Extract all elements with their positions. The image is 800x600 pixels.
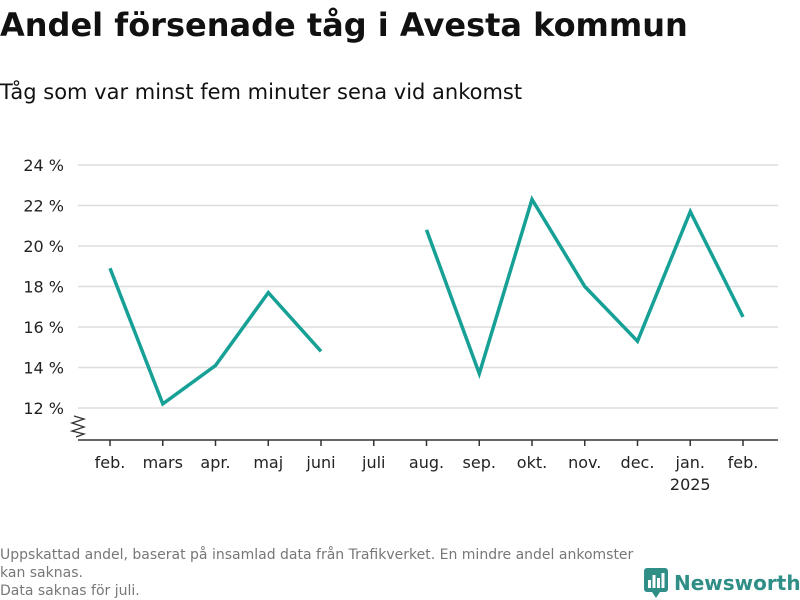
gridlines [78, 164, 778, 409]
y-axis-tick-labels: 12 % 14 % 16 % 18 % 20 % 22 % 24 % [23, 156, 64, 418]
y-tick-label: 14 % [23, 359, 64, 378]
x-tick-label: juli [361, 453, 385, 472]
x-tick-sublabel: 2025 [670, 475, 711, 494]
x-tick-label: sep. [463, 453, 496, 472]
footnote: Uppskattad andel, baserat på insamlad da… [0, 546, 640, 600]
x-tick-label: mars [143, 453, 183, 472]
y-tick-label: 24 % [23, 156, 64, 175]
line-chart: 12 % 14 % 16 % 18 % 20 % 22 % 24 % feb. mars apr… [23, 156, 778, 494]
series-line-segment [424, 195, 745, 380]
x-tick-label: feb. [95, 453, 126, 472]
x-axis-tick-labels: feb. mars apr. maj juni juli aug. sep. okt. nov. d… [95, 440, 759, 494]
y-tick-label: 12 % [23, 399, 64, 418]
chart-title: Andel försenade tåg i Avesta kommun [0, 6, 688, 44]
footnote-missing-data: Data saknas för juli. [0, 583, 140, 599]
y-tick-label: 16 % [23, 318, 64, 337]
x-tick-label: apr. [200, 453, 230, 472]
y-tick-label: 20 % [23, 237, 64, 256]
x-tick-label: jan. [675, 453, 705, 472]
x-tick-label: dec. [621, 453, 655, 472]
x-tick-label: okt. [517, 453, 547, 472]
x-tick-label: aug. [409, 453, 444, 472]
y-tick-label: 22 % [23, 197, 64, 216]
x-tick-label: nov. [568, 453, 601, 472]
axis-break-icon [69, 415, 87, 438]
chart-subtitle: Tåg som var minst fem minuter sena vid a… [0, 80, 523, 104]
y-tick-label: 18 % [23, 278, 64, 297]
series-lines [108, 195, 745, 407]
brand-name: Newsworthy [674, 571, 800, 595]
bar-chart-logo-icon [644, 568, 668, 598]
x-axis [69, 415, 778, 441]
brand-logo: Newsworthy [644, 568, 800, 598]
x-tick-label: feb. [728, 453, 759, 472]
series-line-segment [108, 267, 323, 407]
x-tick-label: juni [305, 453, 335, 472]
footnote-source: Uppskattad andel, baserat på insamlad da… [0, 547, 634, 581]
x-tick-label: maj [253, 453, 283, 472]
